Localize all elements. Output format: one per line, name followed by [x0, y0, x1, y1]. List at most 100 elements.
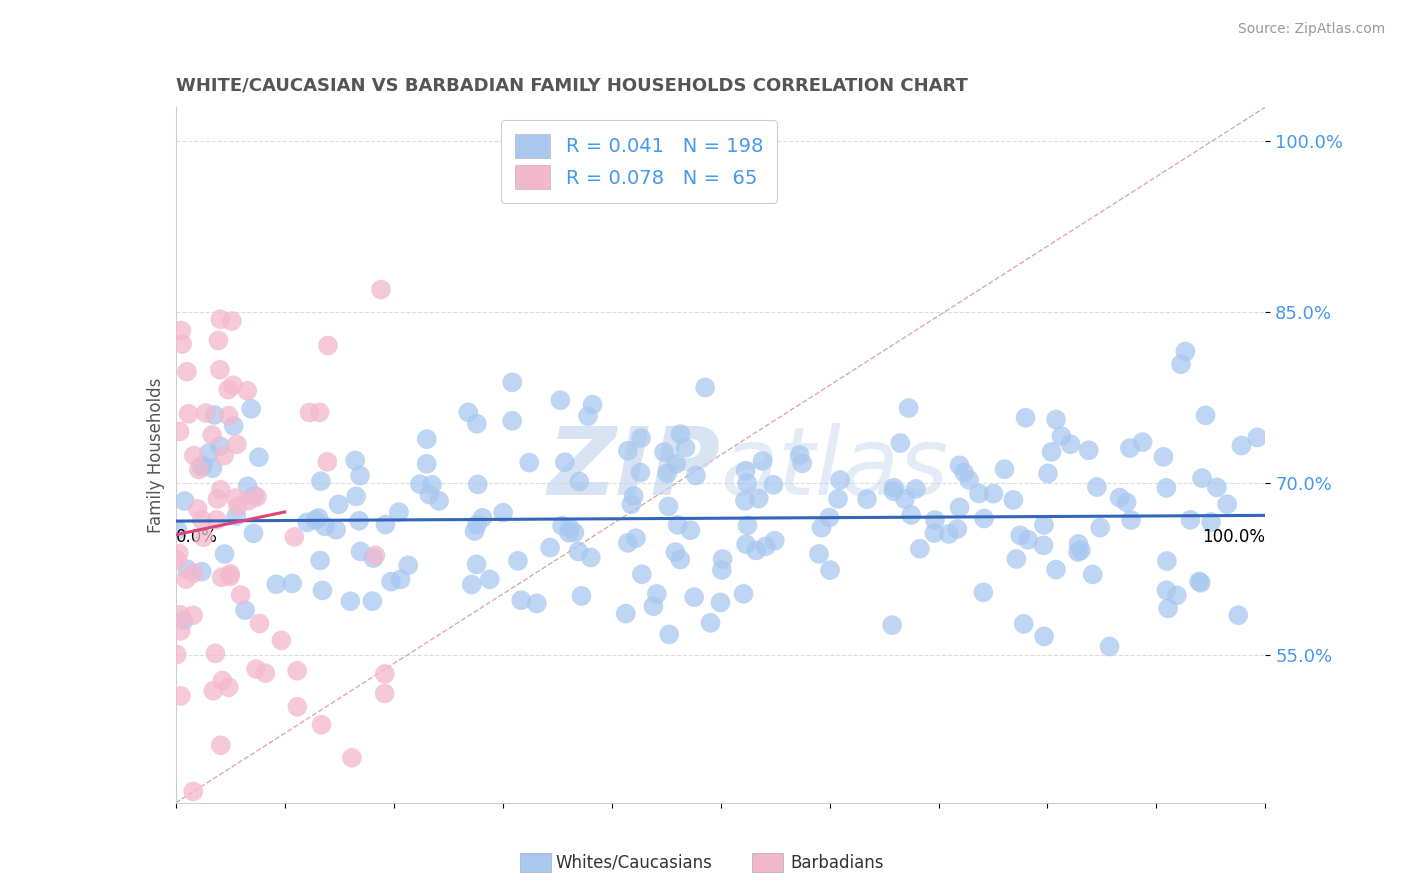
Point — [243, 489, 266, 503]
Point — [465, 417, 488, 431]
Point — [1050, 429, 1073, 443]
Point — [948, 500, 970, 515]
Point — [173, 614, 195, 628]
Point — [370, 283, 392, 297]
Point — [675, 441, 697, 455]
Point — [679, 523, 702, 537]
Point — [699, 615, 721, 630]
Point — [467, 477, 489, 491]
Point — [973, 511, 995, 525]
Point — [571, 589, 593, 603]
Point — [270, 633, 292, 648]
Point — [328, 497, 350, 511]
Point — [550, 393, 572, 408]
Point — [217, 383, 239, 397]
Point — [193, 530, 215, 544]
Point — [249, 616, 271, 631]
Point — [808, 547, 831, 561]
Text: Whites/Caucasians: Whites/Caucasians — [555, 854, 713, 871]
Point — [623, 489, 645, 503]
Point — [1180, 513, 1202, 527]
Point — [630, 567, 652, 582]
Y-axis label: Family Households: Family Households — [146, 377, 165, 533]
Point — [214, 547, 236, 561]
Point — [245, 662, 267, 676]
Point — [1032, 538, 1054, 552]
Point — [1077, 443, 1099, 458]
Point — [176, 365, 198, 379]
Point — [1205, 480, 1227, 494]
Point — [748, 491, 770, 506]
Point — [538, 541, 561, 555]
Point — [374, 686, 396, 700]
Point — [1108, 491, 1130, 505]
Point — [1033, 629, 1056, 643]
Point — [201, 428, 224, 442]
Point — [1012, 616, 1035, 631]
Point — [564, 525, 586, 540]
Point — [309, 553, 332, 567]
Point — [389, 573, 412, 587]
Point — [568, 475, 591, 489]
Point — [464, 524, 486, 538]
Point — [554, 455, 576, 469]
Point — [172, 337, 194, 351]
Point — [1230, 439, 1253, 453]
Point — [242, 526, 264, 541]
Point — [221, 314, 243, 328]
Point — [1040, 445, 1063, 459]
Point — [246, 490, 269, 504]
Point — [617, 443, 640, 458]
Text: Source: ZipAtlas.com: Source: ZipAtlas.com — [1237, 22, 1385, 37]
Point — [166, 552, 188, 566]
Point — [478, 573, 501, 587]
Point — [900, 508, 922, 522]
Point — [558, 525, 581, 540]
Point — [166, 648, 188, 662]
Point — [735, 476, 758, 491]
Point — [311, 583, 333, 598]
Point — [281, 576, 304, 591]
Point — [1115, 495, 1137, 509]
Point — [471, 511, 494, 525]
Point — [211, 570, 233, 584]
Point — [695, 380, 717, 394]
Point — [567, 544, 589, 558]
Point — [295, 516, 318, 530]
Point — [364, 549, 387, 563]
Point — [191, 565, 214, 579]
Point — [207, 491, 229, 506]
Point — [924, 526, 946, 541]
Point — [181, 608, 204, 623]
Point — [191, 458, 214, 473]
Point — [630, 466, 652, 480]
Point — [576, 409, 599, 423]
Point — [427, 494, 450, 508]
Point — [349, 544, 371, 558]
Point — [266, 577, 288, 591]
Point — [1090, 520, 1112, 534]
Point — [645, 587, 668, 601]
Point — [1194, 409, 1216, 423]
Point — [737, 518, 759, 533]
Point — [420, 478, 443, 492]
Point — [1081, 567, 1104, 582]
Point — [254, 666, 277, 681]
Point — [169, 607, 191, 622]
Point — [308, 405, 330, 419]
Text: WHITE/CAUCASIAN VS BARBADIAN FAMILY HOUSEHOLDS CORRELATION CHART: WHITE/CAUCASIAN VS BARBADIAN FAMILY HOUS… — [176, 77, 967, 95]
Point — [1005, 552, 1028, 566]
Point — [204, 646, 226, 660]
Point — [1119, 513, 1142, 527]
Point — [222, 418, 245, 433]
Point — [169, 624, 191, 638]
Point — [711, 552, 734, 566]
Point — [762, 478, 785, 492]
Point — [170, 689, 193, 703]
Point — [880, 618, 903, 632]
Point — [755, 539, 778, 553]
Point — [669, 552, 692, 566]
Point — [526, 597, 548, 611]
Point — [211, 673, 233, 688]
Point — [457, 405, 479, 419]
